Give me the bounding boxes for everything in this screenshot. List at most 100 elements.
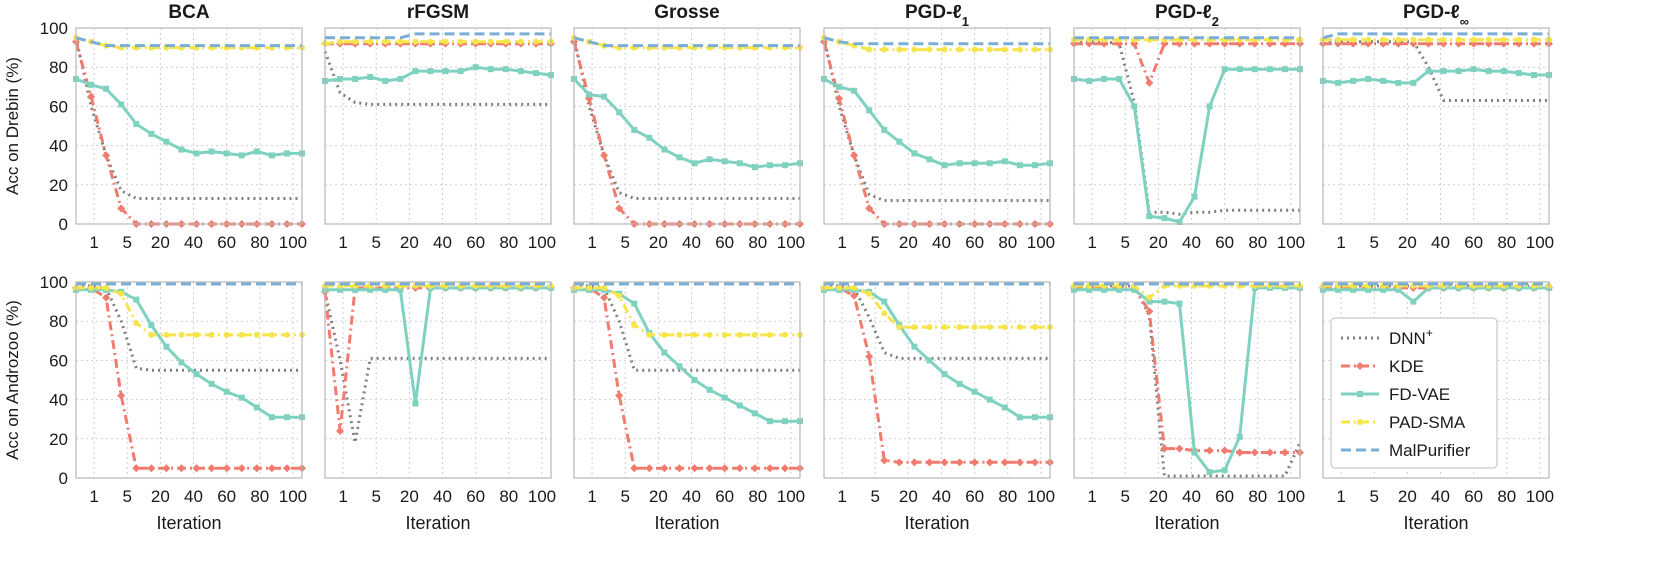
marker-fd-vae bbox=[751, 410, 758, 417]
marker-kde bbox=[117, 391, 126, 400]
x-tick-label: 20 bbox=[1149, 487, 1168, 506]
x-axis-label: Iteration bbox=[654, 513, 719, 533]
x-tick-label: 80 bbox=[1248, 487, 1267, 506]
marker-kde bbox=[985, 458, 994, 467]
series-line-malpurifier bbox=[75, 36, 302, 48]
column-title: PGD-ℓ2 bbox=[1155, 2, 1219, 29]
marker-pad-sma bbox=[1001, 324, 1008, 331]
marker-fd-vae bbox=[676, 363, 683, 370]
marker-fd-vae bbox=[1380, 77, 1387, 84]
marker-pad-sma bbox=[472, 38, 479, 45]
marker-fd-vae bbox=[352, 286, 359, 293]
x-tick-label: 40 bbox=[1182, 487, 1201, 506]
marker-fd-vae bbox=[1161, 215, 1168, 222]
series-line-fd-vae bbox=[1073, 67, 1300, 224]
marker-fd-vae bbox=[736, 160, 743, 167]
x-axis-label: Iteration bbox=[904, 513, 969, 533]
x-tick-label: 100 bbox=[528, 233, 556, 252]
y-tick-label: 80 bbox=[49, 58, 68, 77]
marker-kde bbox=[1220, 446, 1229, 455]
marker-pad-sma bbox=[646, 331, 653, 338]
x-tick-label: 5 bbox=[122, 487, 131, 506]
marker-fd-vae bbox=[691, 160, 698, 167]
panel: 1 5 20 40 60 80 100 0 20 40 60 80 100 Iteration bbox=[40, 273, 308, 533]
marker-fd-vae bbox=[736, 402, 743, 409]
marker-pad-sma bbox=[1031, 324, 1038, 331]
marker-fd-vae bbox=[208, 380, 215, 387]
marker-kde bbox=[336, 426, 345, 435]
x-tick-label: 40 bbox=[1431, 233, 1450, 252]
marker-pad-sma bbox=[766, 331, 773, 338]
marker-kde bbox=[835, 94, 844, 103]
x-tick-label: 20 bbox=[400, 233, 419, 252]
marker-pad-sma bbox=[1500, 36, 1507, 43]
marker-kde bbox=[1145, 307, 1154, 316]
y-tick-label: 100 bbox=[40, 273, 68, 292]
marker-pad-sma bbox=[1031, 46, 1038, 53]
marker-fd-vae bbox=[1530, 72, 1537, 79]
panel-frame bbox=[1322, 27, 1550, 225]
x-tick-label: 5 bbox=[1369, 233, 1378, 252]
x-tick-label: 20 bbox=[649, 487, 668, 506]
marker-kde bbox=[1160, 444, 1169, 453]
marker-pad-sma bbox=[502, 38, 509, 45]
marker-pad-sma bbox=[253, 331, 260, 338]
marker-kde bbox=[675, 464, 684, 473]
x-tick-label: 100 bbox=[1526, 487, 1554, 506]
marker-fd-vae bbox=[1086, 77, 1093, 84]
marker-pad-sma bbox=[1395, 36, 1402, 43]
marker-kde bbox=[850, 151, 859, 160]
panel-frame bbox=[75, 281, 303, 479]
x-tick-label: 1 bbox=[1087, 487, 1096, 506]
panel: 1 5 20 40 60 80 100 bbox=[820, 27, 1055, 252]
x-tick-label: 100 bbox=[1526, 233, 1554, 252]
series-line-kde bbox=[1074, 286, 1300, 454]
series-line-dnn bbox=[74, 37, 302, 200]
y-tick-label: 0 bbox=[59, 215, 68, 234]
marker-pad-sma bbox=[616, 292, 623, 299]
x-tick-label: 5 bbox=[122, 233, 131, 252]
marker-fd-vae bbox=[1266, 66, 1273, 73]
marker-fd-vae bbox=[487, 66, 494, 73]
x-tick-label: 5 bbox=[1120, 233, 1129, 252]
marker-fd-vae bbox=[148, 322, 155, 329]
marker-fd-vae bbox=[896, 138, 903, 145]
x-axis-label: Iteration bbox=[405, 513, 470, 533]
legend-label: KDE bbox=[1389, 357, 1424, 376]
marker-pad-sma bbox=[238, 331, 245, 338]
x-tick-label: 40 bbox=[682, 233, 701, 252]
x-tick-label: 40 bbox=[932, 233, 951, 252]
marker-kde bbox=[910, 458, 919, 467]
x-tick-label: 60 bbox=[466, 487, 485, 506]
x-axis-label: Iteration bbox=[1403, 513, 1468, 533]
marker-fd-vae bbox=[1410, 298, 1417, 305]
marker-kde bbox=[720, 464, 729, 473]
marker-pad-sma bbox=[1425, 36, 1432, 43]
marker-fd-vae bbox=[721, 394, 728, 401]
column-title: PGD-ℓ1 bbox=[905, 2, 969, 29]
marker-fd-vae bbox=[1161, 298, 1168, 305]
y-tick-label: 40 bbox=[49, 137, 68, 156]
marker-fd-vae bbox=[751, 164, 758, 171]
x-tick-label: 80 bbox=[748, 487, 767, 506]
panel-frame bbox=[1322, 281, 1550, 479]
marker-pad-sma bbox=[118, 290, 125, 297]
x-tick-label: 1 bbox=[1336, 487, 1345, 506]
series-line-dnn bbox=[572, 37, 800, 200]
marker-pad-sma bbox=[896, 324, 903, 331]
marker-pad-sma bbox=[941, 46, 948, 53]
marker-pad-sma bbox=[1410, 36, 1417, 43]
series-line-pad-sma bbox=[824, 286, 1050, 329]
marker-fd-vae bbox=[986, 396, 993, 403]
marker-kde bbox=[132, 464, 141, 473]
marker-pad-sma bbox=[1001, 46, 1008, 53]
panel: 1 5 20 40 60 80 100 Iteration bbox=[570, 281, 805, 533]
x-tick-label: 80 bbox=[1497, 233, 1516, 252]
marker-pad-sma bbox=[986, 324, 993, 331]
marker-fd-vae bbox=[926, 357, 933, 364]
marker-fd-vae bbox=[133, 121, 140, 128]
x-tick-label: 80 bbox=[1497, 487, 1516, 506]
marker-kde bbox=[780, 464, 789, 473]
marker-kde bbox=[1235, 448, 1244, 457]
